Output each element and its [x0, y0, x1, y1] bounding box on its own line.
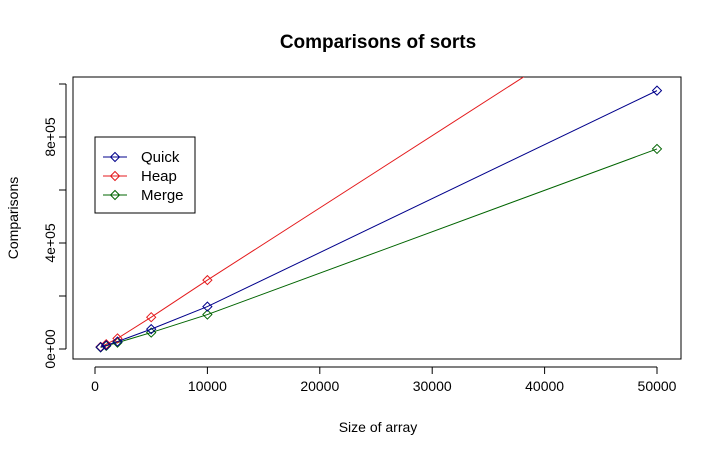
data-point-quick: [145, 323, 157, 335]
legend-label-merge: Merge: [141, 187, 184, 204]
data-point-quick: [202, 301, 213, 312]
y-tick-label: 4e+05: [42, 223, 58, 263]
x-tick-label: 0: [91, 378, 99, 394]
x-axis-label: Size of array: [339, 419, 418, 435]
data-point-heap: [202, 274, 213, 286]
legend-marker-quick: [109, 151, 121, 163]
legend-marker-heap: [109, 170, 121, 182]
x-tick-label: 20000: [300, 378, 339, 394]
x-axis: 0 10000 20000 30000 40000 50000: [91, 366, 677, 394]
data-point-heap: [145, 311, 157, 323]
y-axis-label: Comparisons: [5, 177, 21, 259]
legend: Quick Heap Merge: [94, 136, 196, 214]
series-layer: [95, 77, 663, 353]
legend-label-heap: Heap: [141, 168, 177, 185]
data-point-quick: [112, 336, 123, 347]
y-tick-label: 8e+05: [42, 117, 58, 157]
series-line-heap: [100, 77, 525, 348]
data-point-quick: [101, 340, 112, 351]
legend-label-quick: Quick: [141, 149, 180, 166]
x-tick-label: 30000: [413, 378, 452, 394]
data-point-merge: [112, 337, 123, 348]
plot-area-border: [72, 76, 682, 360]
series-quick: [95, 85, 663, 353]
data-point-quick: [651, 85, 663, 96]
data-point-heap: [112, 333, 123, 344]
data-point-heap: [101, 339, 112, 350]
y-tick-label: 0e+00: [42, 329, 58, 369]
legend-marker-merge: [109, 189, 121, 201]
chart-title: Comparisons of sorts: [280, 32, 476, 53]
series-line-quick: [100, 90, 658, 348]
data-point-quick: [95, 341, 106, 353]
data-point-merge: [202, 309, 213, 320]
x-tick-label: 50000: [638, 378, 677, 394]
x-tick-label: 40000: [525, 378, 564, 394]
y-axis: 0e+00 4e+05 8e+05: [42, 83, 67, 369]
data-point-merge: [651, 143, 663, 155]
x-tick-label: 10000: [188, 378, 227, 394]
